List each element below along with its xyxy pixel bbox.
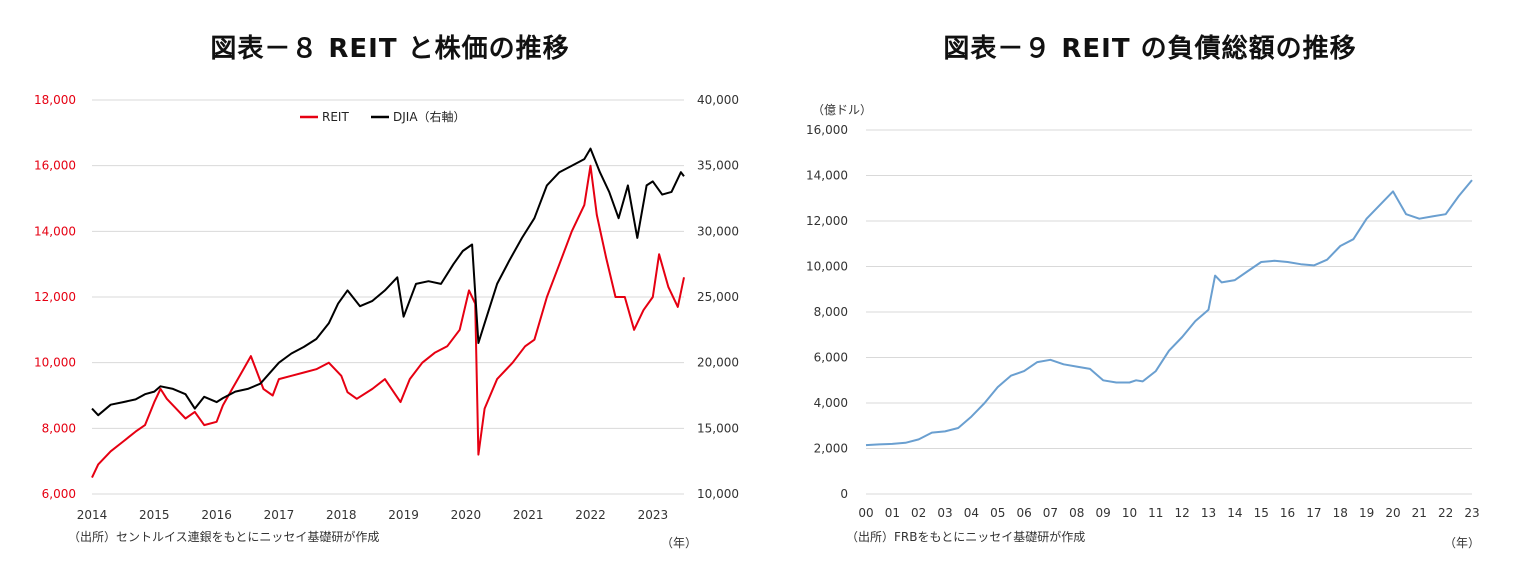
chart9-ytick: 10,000: [806, 260, 848, 274]
chart9-xtick: 10: [1122, 506, 1137, 520]
chart9-xtick: 09: [1095, 506, 1110, 520]
chart9-xtick: 12: [1175, 506, 1190, 520]
chart9-xtick: 18: [1333, 506, 1348, 520]
chart9-xtick: 21: [1412, 506, 1427, 520]
chart9-ytick: 4,000: [814, 396, 848, 410]
chart9-xtick: 00: [858, 506, 873, 520]
chart8-xtick: 2017: [264, 508, 295, 522]
chart9-ytick: 14,000: [806, 169, 848, 183]
chart8-source-note: （出所）セントルイス連銀をもとにニッセイ基礎研が作成: [68, 529, 379, 544]
chart9-ytick: 6,000: [814, 351, 848, 365]
chart8-xtick: 2019: [388, 508, 419, 522]
chart8-ytick-left: 18,000: [34, 93, 76, 107]
chart9-xtick: 06: [1016, 506, 1031, 520]
chart8-title: 図表－８ REIT と株価の推移: [210, 34, 570, 64]
chart9-xtick: 15: [1254, 506, 1269, 520]
chart9-ytick: 8,000: [814, 305, 848, 319]
chart9-ytick: 0: [840, 487, 848, 501]
chart8-ytick-right: 25,000: [697, 290, 739, 304]
chart8-xtick: 2014: [77, 508, 108, 522]
chart8-xtick: 2023: [638, 508, 669, 522]
chart8-xtick: 2022: [575, 508, 606, 522]
chart8-year-unit: （年）: [661, 536, 697, 550]
chart9-xtick: 14: [1227, 506, 1242, 520]
chart9-xtick: 11: [1148, 506, 1163, 520]
chart9-xtick: 08: [1069, 506, 1084, 520]
chart8-series-djia: [91, 147, 685, 417]
chart9-ytick: 16,000: [806, 123, 848, 137]
chart9-xtick: 02: [911, 506, 926, 520]
chart9-ytick: 12,000: [806, 214, 848, 228]
chart8-xtick: 2015: [139, 508, 170, 522]
chart8-series-reit: [91, 164, 685, 479]
chart8-xtick: 2021: [513, 508, 544, 522]
chart9-xtick: 07: [1043, 506, 1058, 520]
chart9-xtick: 04: [964, 506, 979, 520]
chart9-source-note: （出所）FRBをもとにニッセイ基礎研が作成: [846, 529, 1085, 544]
chart8-ytick-right: 35,000: [697, 159, 739, 173]
chart8-legend-djia-label: DJIA（右軸）: [393, 109, 466, 124]
chart9-ytick: 2,000: [814, 442, 848, 456]
chart8-ytick-right: 20,000: [697, 356, 739, 370]
chart8-ytick-left: 16,000: [34, 159, 76, 173]
chart9-xtick: 20: [1385, 506, 1400, 520]
chart9-xtick: 19: [1359, 506, 1374, 520]
chart9-xtick: 16: [1280, 506, 1295, 520]
chart8-xtick: 2016: [201, 508, 232, 522]
chart9-xtick: 17: [1306, 506, 1321, 520]
chart9-title: 図表－９ REIT の負債総額の推移: [943, 34, 1357, 64]
chart8-ytick-right: 40,000: [697, 93, 739, 107]
chart8-xtick: 2018: [326, 508, 357, 522]
chart8-ytick-left: 8,000: [42, 421, 76, 435]
chart8-ytick-left: 6,000: [42, 487, 76, 501]
chart9-xtick: 03: [937, 506, 952, 520]
chart8-ytick-left: 10,000: [34, 356, 76, 370]
chart9-xtick: 13: [1201, 506, 1216, 520]
chart8-ytick-right: 30,000: [697, 224, 739, 238]
chart9-xtick: 23: [1464, 506, 1479, 520]
chart9-year-unit: （年）: [1444, 536, 1480, 550]
chart8-legend-reit-label: REIT: [322, 110, 349, 124]
chart9-y-unit: （億ドル）: [812, 103, 872, 117]
chart8-ytick-right: 15,000: [697, 421, 739, 435]
chart9-xtick: 01: [885, 506, 900, 520]
chart9-series-liabilities: [865, 179, 1473, 447]
chart9-xtick: 05: [990, 506, 1005, 520]
chart8-ytick-left: 14,000: [34, 224, 76, 238]
chart8-ytick-right: 10,000: [697, 487, 739, 501]
chart8-ytick-left: 12,000: [34, 290, 76, 304]
chart9-xtick: 22: [1438, 506, 1453, 520]
chart8-xtick: 2020: [451, 508, 482, 522]
